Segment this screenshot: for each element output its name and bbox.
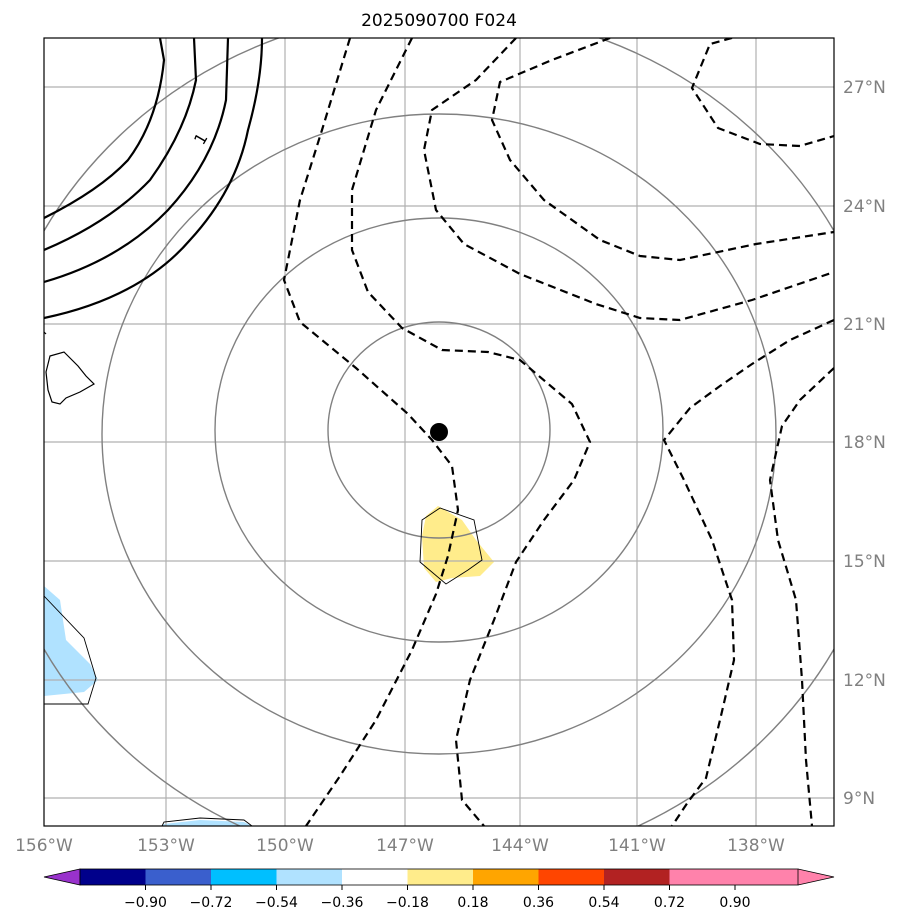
colorbar-tick-label: −0.18: [386, 895, 429, 911]
colorbar-frame: [79, 868, 799, 886]
positive-anomaly-shading: [422, 506, 494, 582]
colorbar: −0.90 −0.72 −0.54 −0.36 −0.18 0.18 0.36 …: [43, 868, 835, 911]
colorbar-extension-low: [43, 868, 81, 886]
colorbar-segment: [211, 869, 277, 885]
colorbar-tick-label: 0.54: [588, 895, 619, 911]
colorbar-extension-outline: [797, 868, 835, 886]
colorbar-tick-label: −0.54: [255, 895, 298, 911]
storm-center-marker: [430, 423, 448, 441]
dashed-contours: [282, 38, 834, 826]
solid-contours: [44, 38, 264, 320]
negative-anomaly-shading: [44, 586, 98, 696]
colorbar-segment: [604, 869, 670, 885]
plot-frame: [43, 37, 835, 827]
lon-label: 147°W: [376, 836, 434, 856]
colorbar-ticks: [145, 885, 736, 890]
map-title: 2025090700 F024: [361, 11, 517, 31]
lat-label: 15°N: [843, 552, 886, 572]
colorbar-tick-label: −0.72: [190, 895, 233, 911]
colorbar-segment: [276, 869, 342, 885]
coastlines: [44, 331, 483, 826]
plot-area: 1: [44, 38, 834, 826]
lat-label: 21°N: [843, 315, 886, 335]
colorbar-extension-high: [669, 869, 834, 885]
colorbar-segment: [473, 869, 539, 885]
graticule: [44, 38, 834, 826]
colorbar-segment: [145, 869, 211, 885]
lon-label: 138°W: [727, 836, 785, 856]
colorbar-segment: [538, 869, 604, 885]
colorbar-tick-label: 0.18: [457, 895, 488, 911]
colorbar-segment: [407, 869, 473, 885]
lat-labels: 27°N 24°N 21°N 18°N 15°N 12°N 9°N: [843, 78, 886, 809]
colorbar-segment: [80, 869, 146, 885]
contour-label: 1: [190, 130, 212, 148]
colorbar-tick-label: −0.90: [124, 895, 167, 911]
lat-label: 9°N: [843, 789, 875, 809]
colorbar-segment: [342, 869, 408, 885]
lat-label: 24°N: [843, 197, 886, 217]
range-rings: [44, 38, 834, 826]
colorbar-tick-label: −0.36: [321, 895, 364, 911]
lon-labels: 156°W 153°W 150°W 147°W 144°W 141°W 138°…: [15, 836, 785, 856]
lon-label: 153°W: [137, 836, 195, 856]
lon-label: 156°W: [15, 836, 73, 856]
lon-label: 150°W: [256, 836, 314, 856]
colorbar-tick-label: 0.90: [719, 895, 750, 911]
lat-label: 18°N: [843, 433, 886, 453]
lat-label: 12°N: [843, 671, 886, 691]
lat-label: 27°N: [843, 78, 886, 98]
lon-label: 141°W: [608, 836, 666, 856]
colorbar-tick-label: 0.36: [523, 895, 554, 911]
colorbar-tick-label: 0.72: [654, 895, 685, 911]
lon-label: 144°W: [491, 836, 549, 856]
